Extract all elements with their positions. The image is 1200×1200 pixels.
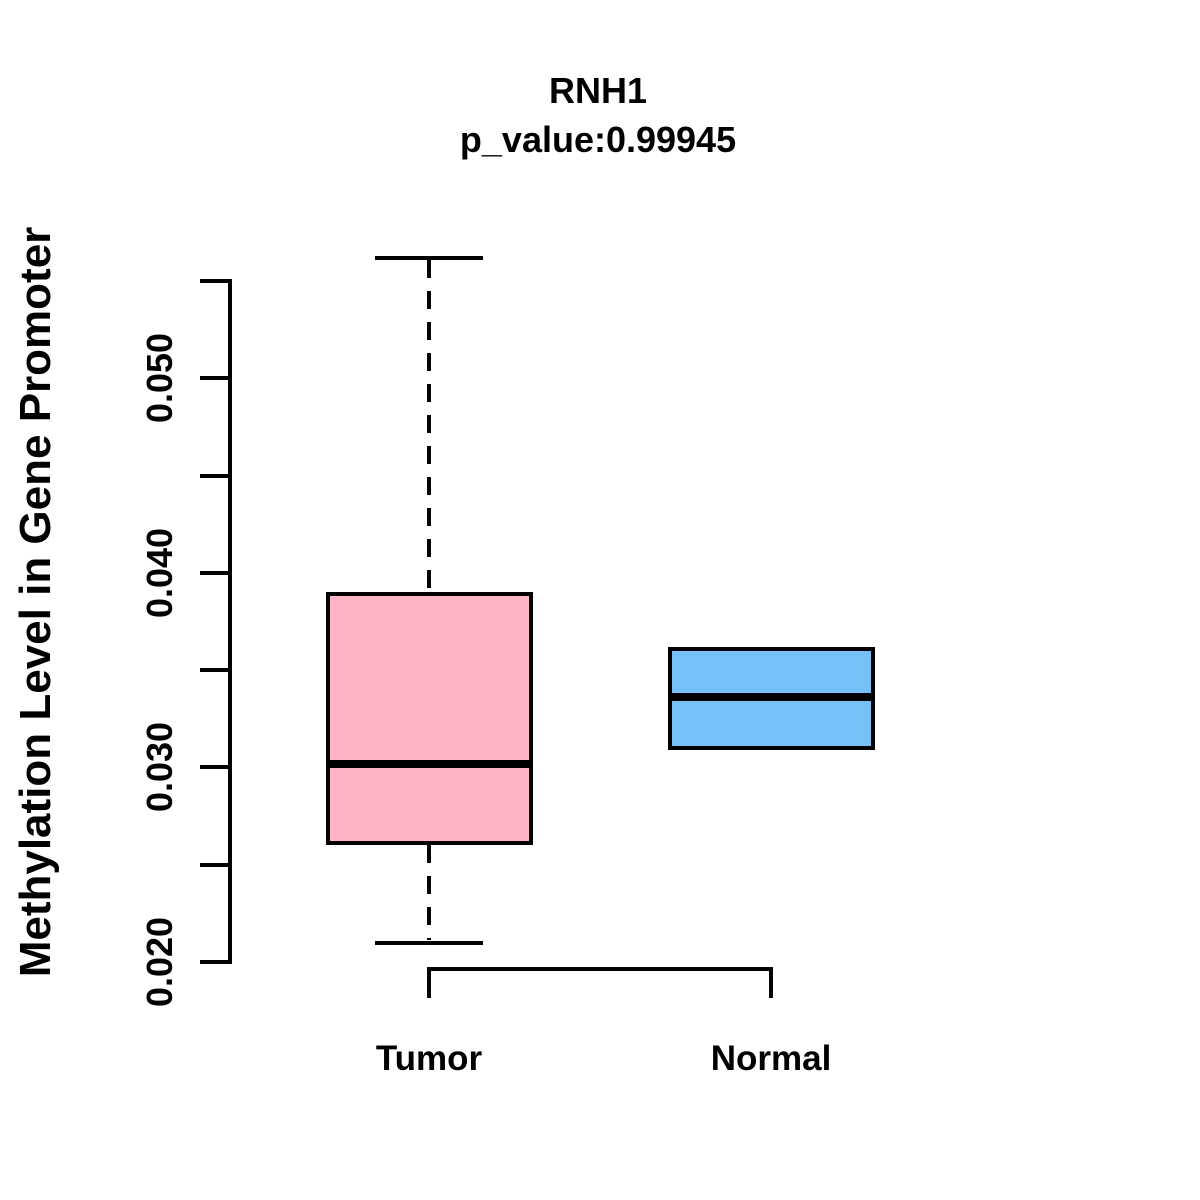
y-axis-tick	[200, 474, 228, 478]
y-axis-tick	[200, 765, 228, 769]
tumor-median-line	[330, 760, 529, 768]
chart-title: RNH1	[548, 70, 648, 111]
y-tick-label: 0.030	[139, 721, 180, 813]
y-axis-tick	[200, 863, 228, 867]
y-tick-label: 0.050	[139, 332, 180, 424]
x-axis-bracket-line	[427, 967, 773, 971]
x-label-normal: Normal	[710, 1039, 832, 1078]
normal-median-line	[672, 693, 871, 701]
tumor-lower-whisker-line	[427, 845, 431, 940]
x-axis-bracket-tick-left	[427, 967, 431, 998]
y-axis-line	[228, 279, 232, 964]
y-axis-tick	[200, 279, 228, 283]
y-axis-tick	[200, 571, 228, 575]
chart-subtitle: p_value:0.99945	[459, 119, 737, 160]
y-axis-tick	[200, 376, 228, 380]
x-axis-bracket-tick-right	[769, 967, 773, 998]
y-axis-tick	[200, 668, 228, 672]
x-label-tumor: Tumor	[375, 1039, 483, 1078]
y-axis-tick	[200, 960, 228, 964]
tumor-upper-whisker-cap	[375, 256, 483, 260]
tumor-lower-whisker-cap	[375, 941, 483, 945]
y-tick-label: 0.020	[139, 916, 180, 1008]
y-tick-label: 0.040	[139, 527, 180, 619]
tumor-box	[326, 592, 533, 845]
tumor-upper-whisker-line	[427, 260, 431, 593]
